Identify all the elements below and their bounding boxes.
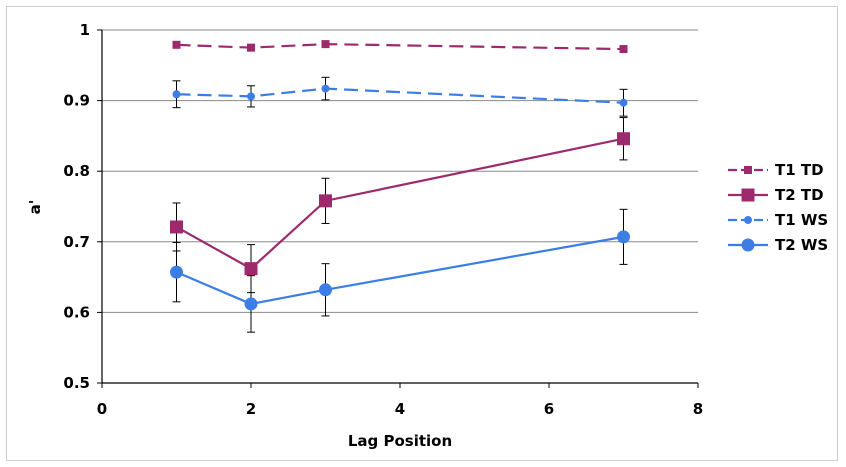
y-tick-label: 0.6 [63, 303, 90, 321]
legend-entry: T1 TD [728, 161, 824, 179]
data-point [172, 40, 181, 49]
series-t2-ws [170, 208, 630, 333]
data-point [319, 283, 332, 297]
gridlines [102, 29, 698, 313]
data-point [619, 45, 628, 54]
legend-label: T1 WS [775, 211, 828, 229]
series-line [176, 87, 624, 104]
x-tick-label: 6 [544, 400, 554, 418]
y-tick-label: 0.8 [63, 162, 90, 180]
legend: T1 TD T2 TD T1 WS T2 WS [728, 161, 828, 254]
legend-label: T2 WS [775, 236, 828, 254]
data-point [244, 262, 258, 276]
x-tick-label: 4 [395, 400, 405, 418]
y-tick-label: 0.9 [63, 92, 90, 110]
series-line [175, 137, 624, 270]
legend-label: T2 TD [775, 186, 824, 204]
y-axis-title: a' [26, 200, 44, 215]
legend-swatch-marker [741, 238, 755, 252]
data-point [247, 92, 255, 101]
data-point [172, 90, 181, 99]
tick-labels: 0.5 0.6 0.7 0.8 0.9 1 0 2 4 6 8 [63, 21, 703, 418]
y-tick-label: 0.7 [63, 233, 90, 251]
series-line [176, 235, 624, 306]
x-axis-title: Lag Position [348, 432, 452, 450]
y-tick-label: 0.5 [63, 374, 90, 392]
series-t1-ws [172, 76, 628, 117]
series-line [176, 43, 624, 51]
data-point [319, 194, 332, 208]
chart-frame [6, 6, 838, 461]
data-point [170, 265, 183, 279]
x-tick-label: 8 [693, 400, 703, 418]
x-tick-label: 2 [246, 400, 256, 418]
data-point [247, 43, 255, 52]
axes [97, 29, 699, 388]
series-t2-td [170, 117, 630, 294]
data-point [619, 98, 628, 107]
data-point [617, 132, 630, 146]
legend-entry: T1 WS [728, 211, 828, 229]
series-t1-td [172, 40, 628, 54]
legend-label: T1 TD [775, 161, 824, 179]
legend-swatch-marker [744, 166, 752, 174]
legend-swatch-marker [741, 188, 755, 202]
legend-swatch-marker [744, 216, 752, 224]
data-point [244, 297, 258, 311]
data-point [617, 230, 630, 244]
data-point [170, 220, 183, 234]
y-tick-label: 1 [80, 21, 90, 39]
data-point [321, 84, 330, 93]
data-point [321, 40, 330, 49]
x-tick-label: 0 [97, 400, 107, 418]
series [170, 40, 630, 333]
legend-entry: T2 WS [728, 236, 828, 254]
legend-entry: T2 TD [728, 186, 824, 204]
